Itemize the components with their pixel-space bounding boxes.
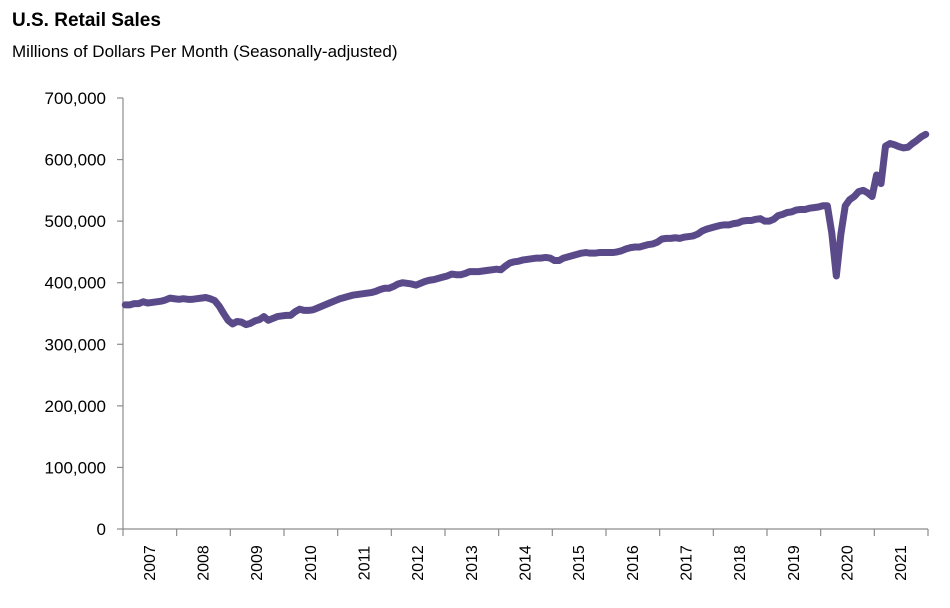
y-tick-label: 500,000 — [45, 212, 106, 231]
y-tick-label: 700,000 — [45, 89, 106, 108]
x-tick-label: 2009 — [249, 545, 266, 581]
x-tick-label: 2011 — [357, 546, 374, 581]
x-ticks: 2007 2008 2009 2010 2011 2012 2013 2014 2015 2016… — [122, 529, 929, 581]
chart-subtitle: Millions of Dollars Per Month (Seasonall… — [12, 42, 398, 61]
x-tick-label: 2008 — [196, 545, 213, 581]
y-tick-label: 100,000 — [45, 458, 106, 477]
x-tick-label: 2013 — [464, 545, 481, 581]
y-tick-label: 600,000 — [45, 151, 106, 170]
x-tick-label: 2021 — [893, 545, 910, 581]
chart-title: U.S. Retail Sales — [12, 10, 161, 31]
retail-sales-line — [121, 130, 930, 329]
y-tick-label: 200,000 — [45, 397, 106, 416]
x-tick-label: 2017 — [679, 545, 696, 581]
x-tick-label: 2016 — [625, 545, 642, 581]
x-tick-label: 2014 — [518, 545, 535, 581]
x-tick-label: 2007 — [142, 545, 159, 581]
y-ticks: 0 100,000 200,000 300,000 400,000 500,000 600,… — [45, 89, 123, 539]
x-tick-label: 2012 — [410, 545, 427, 581]
x-tick-label: 2019 — [786, 545, 803, 581]
y-tick-label: 400,000 — [45, 274, 106, 293]
x-tick-label: 2020 — [840, 545, 857, 581]
data-points — [125, 134, 927, 325]
x-tick-label: 2010 — [303, 545, 320, 581]
x-tick-label: 2015 — [571, 545, 588, 581]
y-tick-label: 300,000 — [45, 335, 106, 354]
y-tick-label: 0 — [97, 520, 106, 539]
x-tick-label: 2018 — [732, 545, 749, 581]
